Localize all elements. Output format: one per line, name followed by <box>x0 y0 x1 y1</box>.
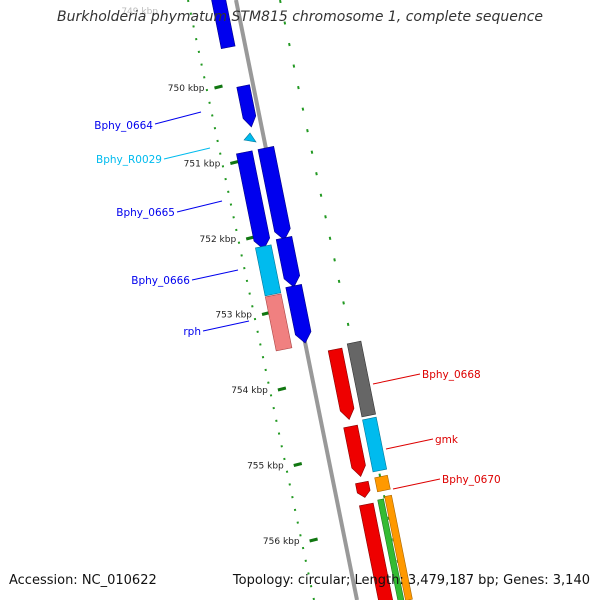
map-title: Burkholderia phymatum STM815 chromosome … <box>56 9 543 25</box>
gene-shape-upstream[interactable] <box>211 0 236 50</box>
scale-tick-label: 752 kbp <box>200 235 237 245</box>
gene-shape-bphy-0668-b[interactable] <box>346 340 376 418</box>
gene-shape-downstream-red[interactable] <box>359 502 393 600</box>
feature-leader-line <box>372 373 421 385</box>
feature-leader-line <box>163 147 211 160</box>
gene-shape-downstream-green[interactable] <box>377 498 405 600</box>
feature-label[interactable]: Bphy_0670 <box>442 474 501 486</box>
scale-tick <box>245 235 255 241</box>
feature-leader-line <box>392 478 441 490</box>
feature-leader-line <box>191 269 239 281</box>
feature-leader-line <box>385 438 434 450</box>
scale-tick-label: 754 kbp <box>231 386 268 396</box>
gene-shape-gmk-b[interactable] <box>362 416 388 473</box>
scale-tick <box>214 84 223 90</box>
feature-label[interactable]: Bphy_R0029 <box>96 154 162 166</box>
gene-shape-bphy-0664[interactable] <box>236 84 257 128</box>
gene-shape-bphy-r0029[interactable] <box>243 132 257 143</box>
topology-summary: Topology: circular; Length: 3,479,187 bp… <box>232 573 590 588</box>
feature-leader-line <box>176 200 223 213</box>
feature-leader-line <box>154 111 202 125</box>
scale-tick-label-top: 749 kbp <box>121 7 158 17</box>
feature-label[interactable]: Bphy_0664 <box>94 120 153 132</box>
gene-shape-bphy-0670-a[interactable] <box>355 480 371 498</box>
scale-tick-label: 750 kbp <box>168 84 205 94</box>
gene-shape-bphy-0668-a[interactable] <box>327 347 355 421</box>
feature-leader-line <box>202 320 250 332</box>
scale-tick <box>229 160 239 165</box>
gene-shape-bphy-0665-a[interactable] <box>236 150 271 250</box>
gene-shape-bphy-0666-a[interactable] <box>255 244 282 297</box>
feature-label[interactable]: Bphy_0665 <box>116 207 175 219</box>
scale-tick-label: 756 kbp <box>263 537 300 547</box>
feature-label[interactable]: Bphy_0666 <box>131 275 190 287</box>
feature-label[interactable]: Bphy_0668 <box>422 369 481 381</box>
feature-label[interactable]: rph <box>183 326 201 338</box>
scale-tick-label: 753 kbp <box>215 311 252 321</box>
gene-shape-rph-a[interactable] <box>264 293 293 352</box>
scale-tick <box>293 462 303 467</box>
gene-shape-rph-b[interactable] <box>285 284 312 344</box>
accession-label: Accession: NC_010622 <box>9 573 157 588</box>
feature-label[interactable]: gmk <box>435 434 459 446</box>
gene-shape-bphy-0670-b[interactable] <box>374 474 391 493</box>
scale-tick-label: 755 kbp <box>247 462 284 472</box>
gene-shape-downstream-orange[interactable] <box>384 494 413 600</box>
gene-shape-bphy-0666-b[interactable] <box>275 236 301 288</box>
gene-shape-bphy-0665-b[interactable] <box>257 146 291 241</box>
scale-tick <box>277 386 287 392</box>
gene-shape-gmk-a[interactable] <box>343 424 366 478</box>
scale-tick-label: 751 kbp <box>184 160 221 170</box>
scale-tick <box>309 537 318 543</box>
